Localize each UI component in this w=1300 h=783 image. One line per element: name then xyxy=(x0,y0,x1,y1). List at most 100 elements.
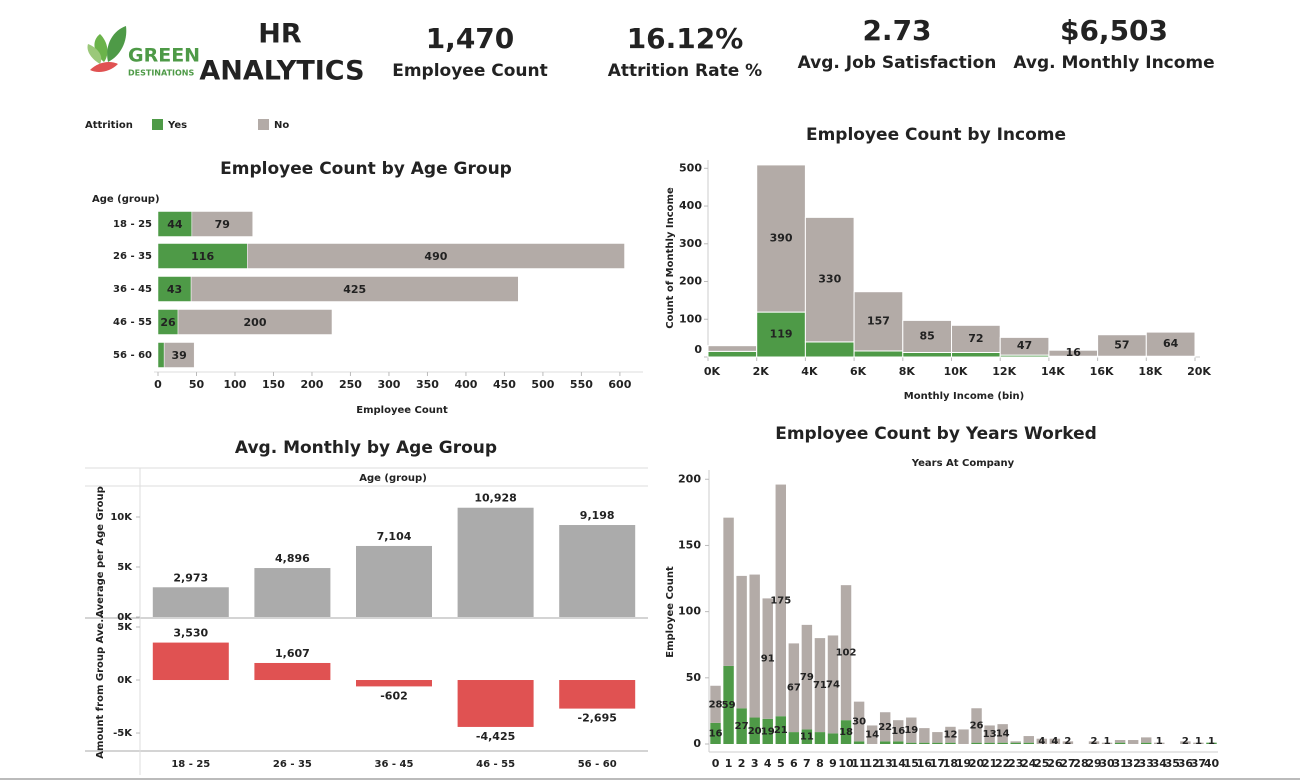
bar-segment xyxy=(1101,742,1113,744)
chart-title: Employee Count by Age Group xyxy=(220,159,512,179)
x-tick-label: 6K xyxy=(850,365,867,378)
kpi-value: 1,470 xyxy=(426,22,515,55)
x-tick-label: 17 xyxy=(930,757,945,770)
data-label: 4 xyxy=(1038,736,1045,747)
data-label: -602 xyxy=(380,689,408,702)
x-tick-label: 0K xyxy=(704,365,721,378)
histogram-bar xyxy=(707,350,758,358)
x-tick-label: 14 xyxy=(891,757,907,770)
bar xyxy=(457,680,534,727)
legend-title: Attrition xyxy=(85,120,133,131)
data-label: 67 xyxy=(787,683,801,694)
bar-segment xyxy=(801,729,813,744)
x-tick-label: 31 xyxy=(1112,757,1127,770)
data-label: 79 xyxy=(215,218,230,231)
data-label: 14 xyxy=(865,730,879,741)
bar-segment xyxy=(762,598,773,719)
bar-segment xyxy=(893,720,904,742)
x-tick-label: 33 xyxy=(1139,757,1154,770)
x-tick-label: 400 xyxy=(454,378,477,391)
bar-segment xyxy=(997,724,1008,743)
chart-title: Employee Count by Income xyxy=(806,125,1066,145)
x-tick-label: 12K xyxy=(992,365,1016,378)
data-label: 43 xyxy=(167,283,182,296)
bar-segment xyxy=(971,708,982,743)
bar-segment xyxy=(853,741,865,744)
x-tick-label: 250 xyxy=(339,378,362,391)
histogram-bar xyxy=(951,324,1001,353)
bar-segment xyxy=(788,732,800,744)
bar-segment xyxy=(827,635,839,734)
x-tick-label: 300 xyxy=(377,378,400,391)
x-tick-label: 0 xyxy=(712,757,720,770)
bar-segment xyxy=(932,742,943,744)
logo-icon xyxy=(87,26,127,72)
x-tick-label: 34 xyxy=(1152,757,1168,770)
data-label: 4,896 xyxy=(275,552,310,565)
data-label: 16 xyxy=(891,726,905,737)
y-tick-label: -5K xyxy=(113,728,133,739)
kpi-value: $6,503 xyxy=(1060,14,1168,47)
bar-segment xyxy=(984,742,995,744)
x-tick-label: 20 xyxy=(969,757,985,770)
y-tick-label: 18 - 25 xyxy=(113,219,152,230)
bar-segment xyxy=(775,716,787,744)
x-tick-label: 200 xyxy=(300,378,323,391)
x-tick-label: 19 xyxy=(956,757,971,770)
bar-segment xyxy=(906,742,917,744)
bar-segment xyxy=(879,741,891,744)
bar-segment xyxy=(157,276,192,302)
data-label: 157 xyxy=(867,314,890,327)
bar-segment xyxy=(893,741,904,744)
x-tick-label: 13 xyxy=(878,757,893,770)
bar-segment xyxy=(1140,742,1152,744)
histogram-bar xyxy=(853,291,904,352)
x-tick-label: 3 xyxy=(751,757,759,770)
x-tick-label: 29 xyxy=(1086,757,1101,770)
x-tick-label: 10 xyxy=(838,757,854,770)
x-tick-label: 450 xyxy=(493,378,516,391)
histogram-bar xyxy=(902,351,952,358)
x-tick-label: 550 xyxy=(570,378,593,391)
histogram-bar xyxy=(1145,331,1196,357)
y-tick-label: 100 xyxy=(679,312,702,325)
bar xyxy=(152,642,229,681)
data-label: 64 xyxy=(1163,337,1179,350)
data-label: 390 xyxy=(770,231,793,244)
data-label: -2,695 xyxy=(578,712,617,725)
data-label: 2 xyxy=(1182,736,1189,747)
bar-segment xyxy=(157,243,248,269)
legend-swatch xyxy=(152,119,163,130)
legend-label: No xyxy=(274,120,289,131)
x-tick-label: 350 xyxy=(416,378,439,391)
x-tick-label: 32 xyxy=(1126,757,1141,770)
axis-label: Age (group) xyxy=(92,194,160,205)
y-tick-label: 200 xyxy=(679,275,702,288)
data-label: 19 xyxy=(904,725,918,736)
x-tick-label: 2K xyxy=(753,365,770,378)
data-label: 175 xyxy=(770,595,791,606)
x-tick-label: 37 xyxy=(1191,757,1206,770)
bar-segment xyxy=(1114,742,1126,744)
data-label: 16 xyxy=(1066,346,1082,359)
x-tick-label: 18K xyxy=(1138,365,1162,378)
data-label: -4,425 xyxy=(476,730,515,743)
data-label: 11 xyxy=(800,732,814,743)
bar-segment xyxy=(163,342,195,368)
data-label: 1 xyxy=(1104,736,1111,747)
bar-segment xyxy=(710,685,721,723)
data-label: 2 xyxy=(1091,736,1098,747)
data-label: 2 xyxy=(1064,736,1071,747)
data-label: 119 xyxy=(770,328,793,341)
data-label: 91 xyxy=(761,654,775,665)
bar-segment xyxy=(971,742,982,744)
y-tick-label: 36 - 45 xyxy=(113,284,152,295)
x-tick-label: 36 - 45 xyxy=(375,759,414,770)
bar-segment xyxy=(853,701,865,742)
x-tick-label: 35 xyxy=(1165,757,1180,770)
axis-label: Monthly Income (bin) xyxy=(904,391,1024,402)
data-label: 57 xyxy=(1114,338,1129,351)
chart-title: Avg. Monthly by Age Group xyxy=(235,438,497,458)
